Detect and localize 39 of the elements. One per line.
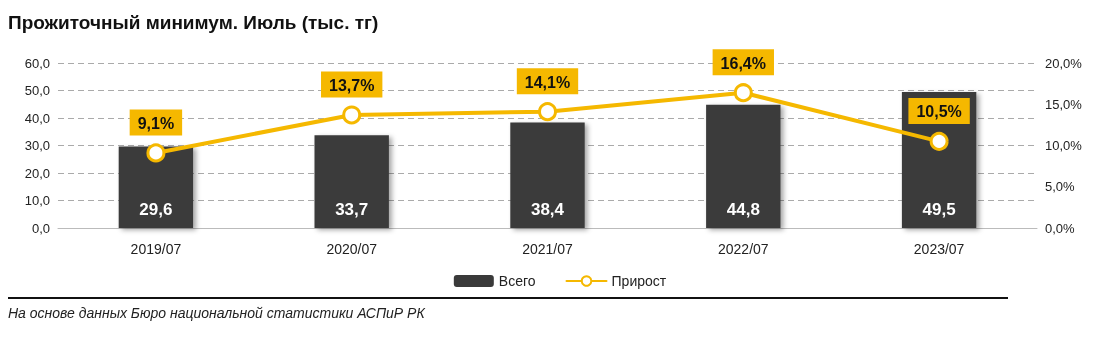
bar (510, 122, 585, 228)
y-tick-label: 50,0 (24, 83, 50, 98)
data-label: 16,4% (720, 54, 766, 72)
data-label: 44,8 (726, 200, 760, 219)
y2-tick-label: 15,0% (1045, 96, 1083, 112)
y2-tick-label: 10,0% (1045, 138, 1083, 153)
x-tick-label: 2019/07 (130, 241, 182, 257)
point (342, 105, 362, 125)
data-label: 13,7% (329, 76, 375, 94)
data-label: 10,5% (916, 103, 962, 121)
point (538, 102, 557, 122)
y2-tick-label: 0,0% (1045, 220, 1076, 236)
legend-label: Всего (498, 273, 536, 289)
chart-title: Прожиточный минимум. Июль (тыс. тг) (8, 11, 380, 35)
bar (314, 135, 389, 228)
data-label: 49,5 (922, 200, 956, 219)
x-tick-label: 2022/07 (718, 241, 769, 257)
y-tick-label: 20,0 (24, 165, 50, 181)
data-label: 29,6 (139, 200, 173, 219)
data-label: 9,1% (137, 114, 175, 132)
y-tick-label: 30,0 (24, 138, 50, 153)
y-tick-label: 10,0 (24, 193, 50, 208)
x-tick-label: 2021/07 (522, 241, 574, 257)
y-tick-label: 40,0 (24, 110, 50, 126)
data-label: 38,4 (530, 200, 565, 219)
y2-tick-label: 20,0% (1045, 55, 1083, 71)
point (146, 143, 166, 163)
legend-label: Прирост (611, 273, 667, 289)
y-tick-label: 0,0 (31, 220, 50, 236)
x-tick-label: 2020/07 (326, 241, 378, 257)
data-label: 33,7 (335, 200, 369, 219)
x-tick-label: 2023/07 (913, 241, 965, 257)
point (929, 131, 949, 151)
point (733, 83, 753, 103)
text: На основе данных Бюро национальной статистики АСПиР РК (8, 305, 426, 321)
bar (706, 104, 781, 228)
y-tick-label: 60,0 (24, 55, 50, 71)
y2-tick-label: 5,0% (1045, 179, 1076, 195)
data-label: 14,1% (524, 73, 571, 91)
